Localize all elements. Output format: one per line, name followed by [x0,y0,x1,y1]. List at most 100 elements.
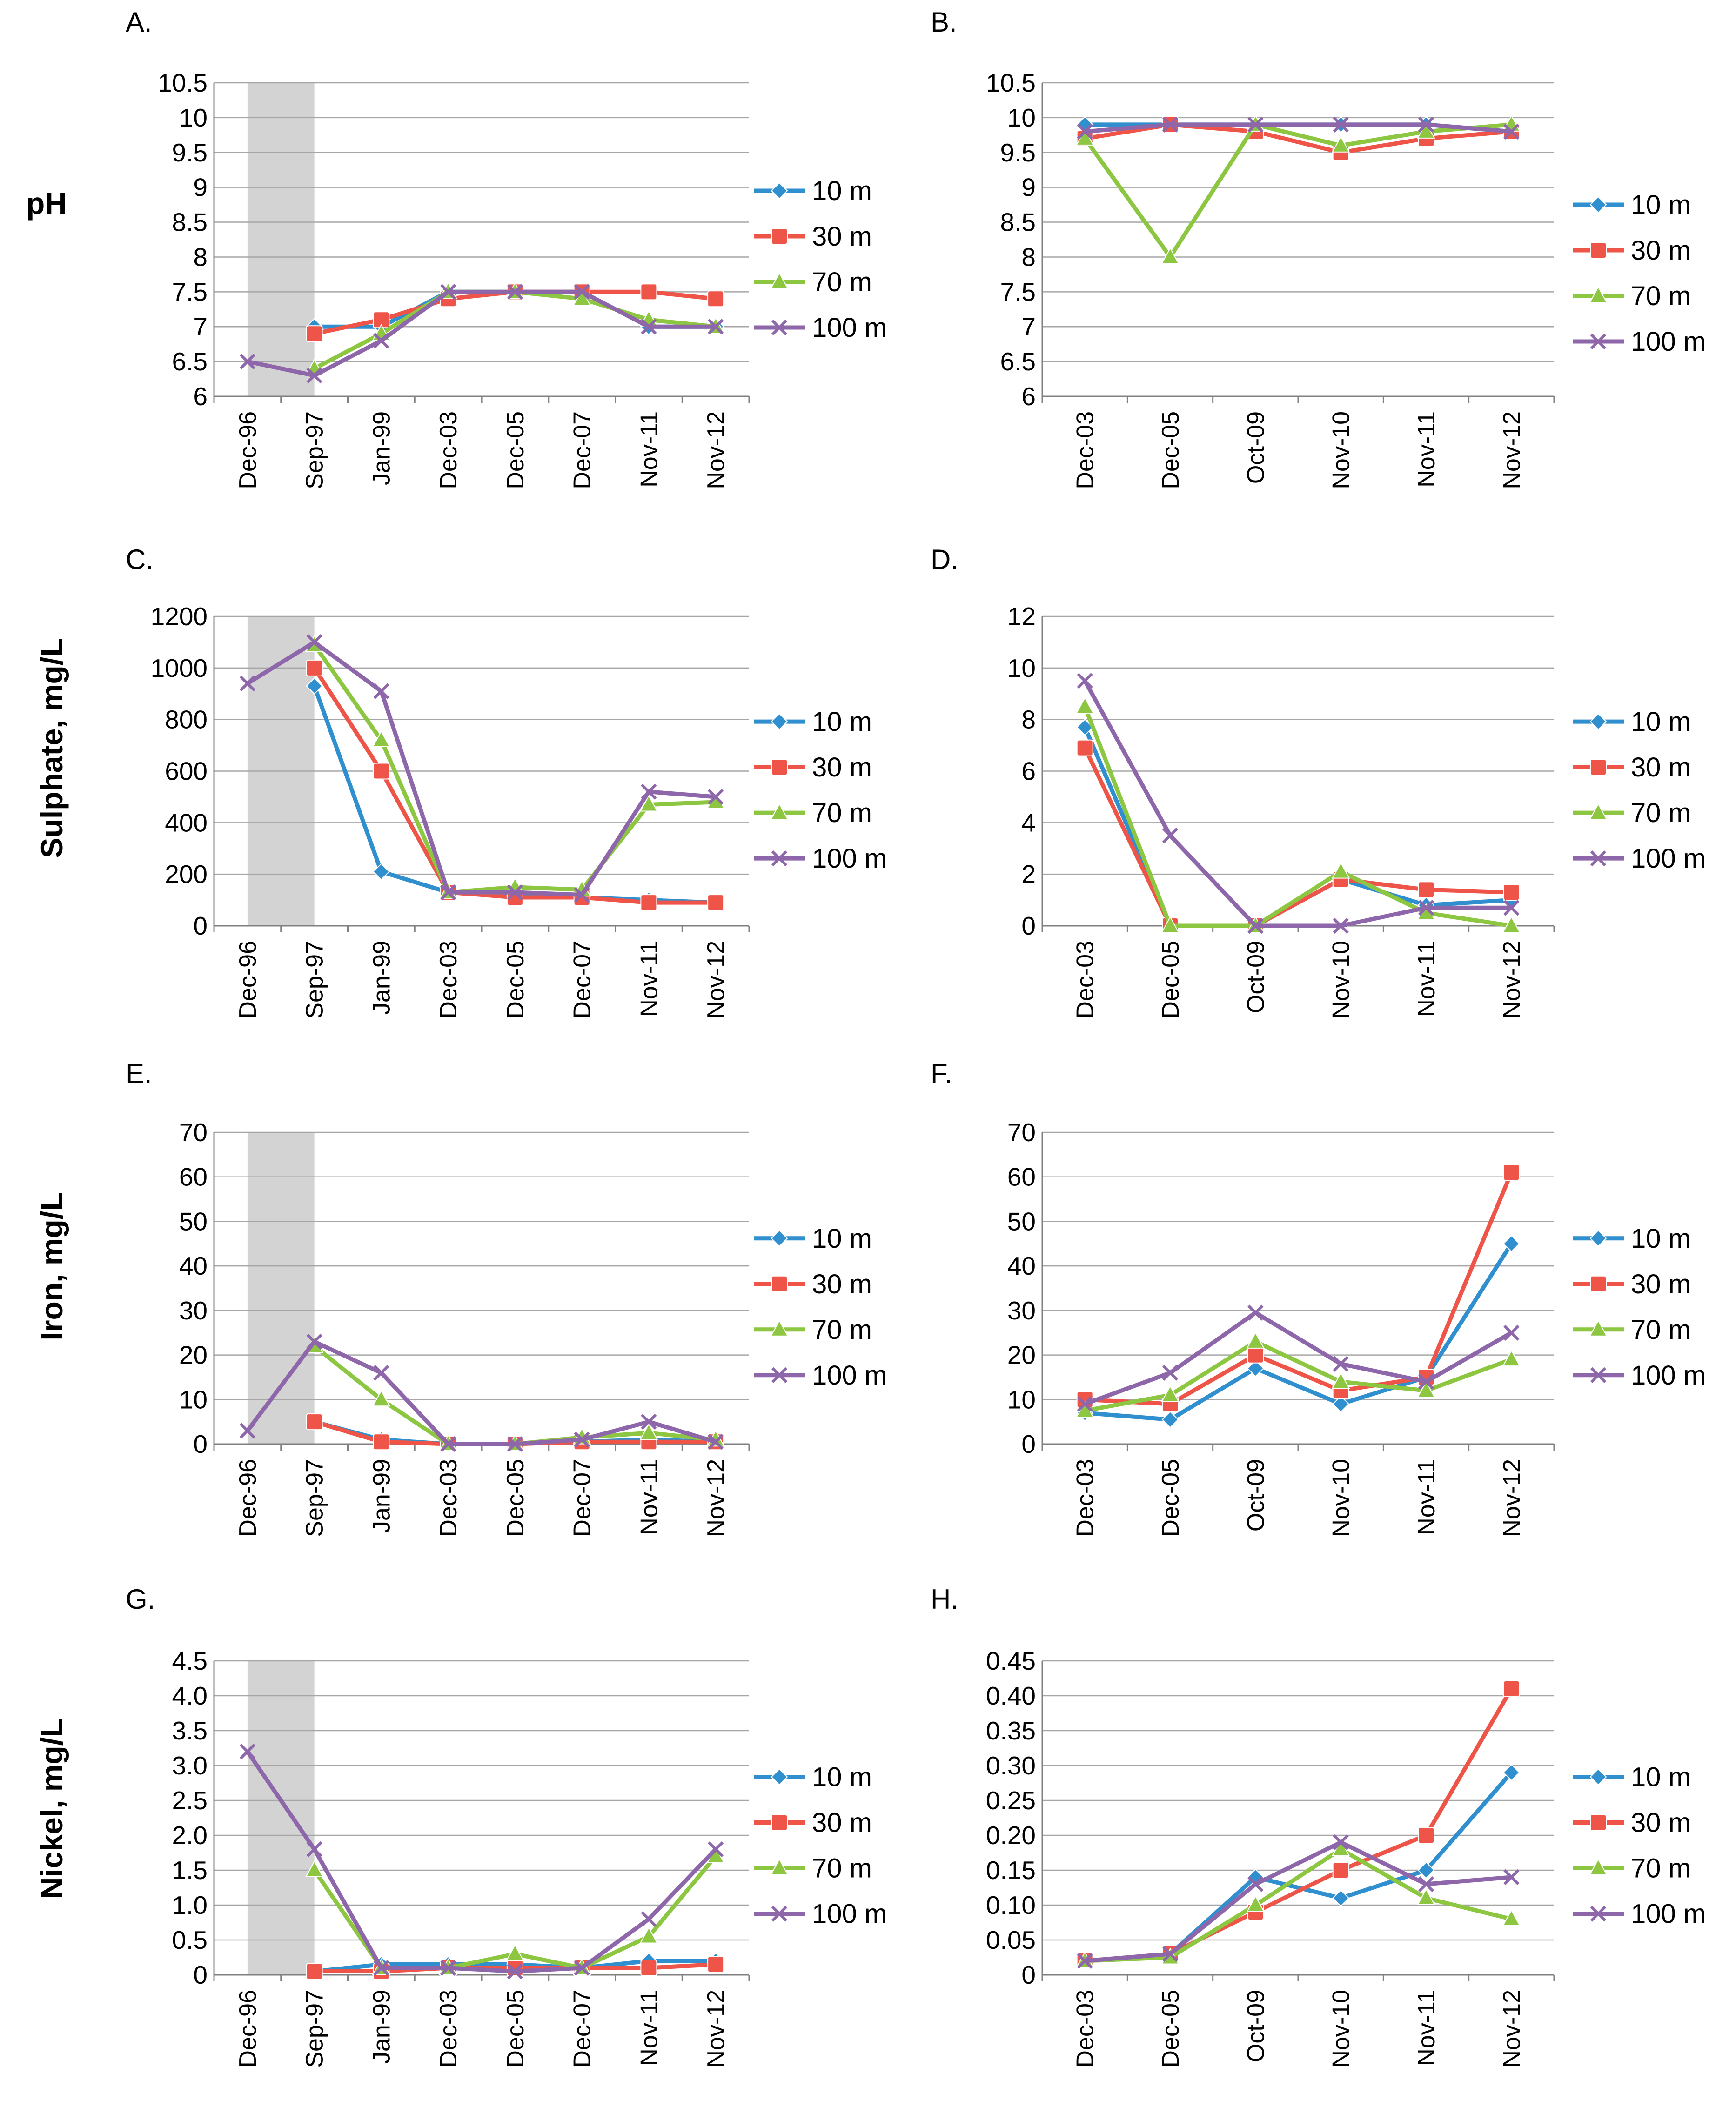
y-axis: 0 0.5 1.0 1.5 2.0 2.5 3.0 3.5 4.0 4.5 [172,1646,749,1989]
y-tick-label: 0 [1021,1960,1036,1989]
x-tick-label: Nov-11 [636,411,663,488]
data-point-stroke [1503,1324,1520,1341]
x-tick-label: Dec-05 [502,1990,529,2068]
data-point [440,1960,456,1976]
x-tick-label: Sep-97 [302,411,328,489]
series-line [312,1344,718,1446]
y-tick-label: 10 [1007,654,1036,682]
data-point [306,1413,323,1431]
data-point [1247,1346,1264,1364]
data-point-stroke [574,284,590,300]
x-tick-label: Oct-09 [1242,411,1269,484]
legend: 10 m 30 m 70 m 100 m [1573,190,1706,357]
data-point [771,850,788,867]
y-tick-label: 0.40 [986,1681,1036,1710]
legend-item: 10 m [754,1224,872,1254]
y-tick-label: 2.5 [172,1786,208,1815]
data-point [1077,673,1093,689]
data-point [1503,1680,1520,1697]
legend-item: 30 m [1573,1269,1691,1299]
x-tick-label: Nov-12 [703,1459,730,1537]
legend-item: 10 m [754,707,872,737]
legend: 10 m 30 m 70 m 100 m [1573,707,1706,874]
x-axis: Dec-96 Sep-97 Jan-99 Dec-03 Dec-05 Dec-07 Nov-… [213,396,750,489]
data-point [1246,1895,1265,1912]
y-tick-label: 10 [179,103,208,132]
y-tick-label: 0.20 [986,1821,1036,1850]
data-point [1503,900,1520,916]
data-point-stroke [1077,123,1093,140]
data-point [1161,1411,1179,1428]
data-point [708,319,724,335]
data-point-stroke [440,1436,456,1452]
y-tick-label: 40 [179,1251,208,1280]
x-tick-label: Dec-05 [1157,941,1184,1019]
data-point-stroke [574,1431,590,1448]
y-tick-label: 8.5 [172,208,208,237]
x-tick-label: Nov-12 [703,411,730,489]
x-tick-label: Dec-07 [569,941,596,1019]
data-point [1503,123,1520,140]
shaded-region [247,1132,315,1444]
shaded-region [247,1661,315,1975]
y-tick-label: 3.0 [172,1751,208,1780]
y-tick-label: 9.5 [1000,138,1036,167]
data-point [771,319,788,336]
chart-panel-d: D. 0 2 4 6 8 10 12 Dec-03 Dec-05 Oct-09 Nov-10 Nov-1… [931,544,1706,1019]
legend-item: 30 m [1573,752,1691,783]
data-point [1162,1365,1179,1381]
data-point [640,894,657,911]
y-tick-label: 0 [193,1430,208,1458]
x-tick-label: Dec-03 [1072,1459,1099,1537]
data-point [373,1433,390,1451]
x-axis: Dec-03 Dec-05 Oct-09 Nov-10 Nov-11 Nov-12 [1041,1975,1555,2068]
y-tick-label: 1.5 [172,1856,208,1885]
y-tick-label: 50 [179,1207,208,1236]
y-tick-label: 0.35 [986,1716,1036,1745]
data-point-stroke [708,1841,724,1858]
data-point [1589,1858,1608,1875]
legend-label: 10 m [812,176,872,206]
series-line [1083,1311,1514,1406]
x-axis: Dec-03 Dec-05 Oct-09 Nov-10 Nov-11 Nov-12 [1041,926,1555,1019]
series-line [1083,1840,1514,1963]
data-point-stroke [1418,900,1434,916]
data-point [641,783,657,800]
y-tick-label: 7 [1021,312,1036,341]
y-tick-label: 600 [165,757,208,786]
y-tick-label: 1000 [151,654,208,682]
data-point-stroke [771,850,788,867]
panel-letter: A. [126,7,152,38]
x-tick-label: Oct-09 [1242,941,1269,1013]
legend-item: 70 m [1573,1315,1691,1345]
x-tick-label: Nov-11 [1413,941,1440,1017]
data-point [1590,1367,1607,1383]
x-tick-label: Dec-03 [1072,1990,1099,2068]
data-point [1589,1768,1607,1786]
x-tick-label: Nov-11 [636,1990,663,2066]
legend-label: 70 m [1631,1853,1691,1884]
series-line [312,289,718,371]
legend: 10 m 30 m 70 m 100 m [754,707,887,874]
data-point [239,675,255,692]
data-point-stroke [306,1333,322,1350]
data-point [574,1960,590,1976]
x-tick-label: Dec-05 [502,411,529,489]
data-point [1333,116,1349,133]
y-axis: 0 0.05 0.10 0.15 0.20 0.25 0.30 0.35 0.40 0.45 [986,1646,1554,1989]
legend-label: 10 m [1631,707,1691,737]
chart-panel-a: A. 6 6.5 7 7.5 8 8.5 9 9.5 10 10.5 Dec-96 Sep-97 Jan-… [126,7,887,489]
data-point-stroke [1162,116,1179,133]
data-point-stroke [1247,1876,1264,1893]
chart-panel-c: C. 0 200 400 600 800 1000 1200 Dec-96 Sep-97 Jan-9… [126,544,887,1019]
y-tick-label: 2 [1021,860,1036,889]
legend-label: 10 m [812,707,872,737]
data-point [440,284,456,300]
data-point [239,1423,255,1439]
legend-item: 100 m [1573,327,1706,357]
series-100m [239,1743,724,1980]
series-100m [239,634,724,903]
data-point [305,1860,324,1877]
x-tick-label: Nov-11 [636,941,663,1017]
